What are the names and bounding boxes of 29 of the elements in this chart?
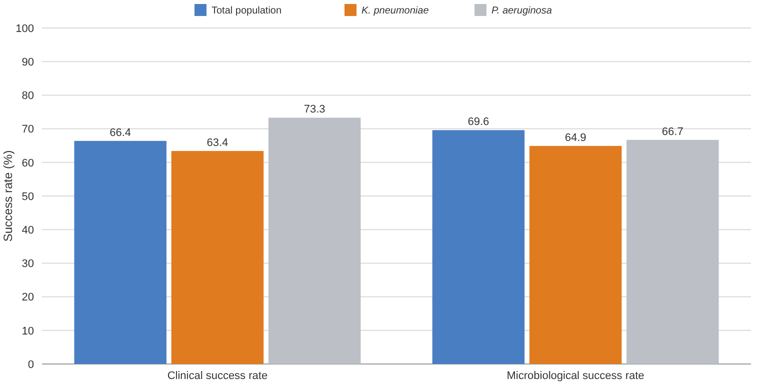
bar	[626, 140, 719, 364]
x-tick-label: Clinical success rate	[167, 370, 268, 382]
bar	[432, 130, 525, 364]
y-tick-label: 20	[22, 292, 34, 304]
y-tick-label: 10	[22, 325, 34, 338]
data-label: 64.9	[564, 132, 586, 144]
y-tick-label: 0	[28, 358, 34, 371]
bar	[74, 140, 166, 364]
y-tick-label: 30	[22, 258, 34, 270]
data-label: 66.7	[662, 126, 684, 138]
y-axis-title: Success rate (%)	[1, 150, 15, 242]
y-tick-label: 50	[22, 190, 34, 203]
x-tick-label: Microbiological success rate	[506, 370, 644, 382]
bar	[529, 146, 622, 364]
y-tick-label: 40	[22, 224, 34, 236]
bar	[268, 118, 361, 364]
legend-label: K. pneumoniae	[362, 6, 430, 16]
y-tick-label: 80	[22, 90, 34, 102]
y-tick-label: 70	[22, 124, 34, 136]
data-label: 63.4	[206, 136, 228, 149]
y-tick-label: 60	[22, 157, 34, 170]
bar	[171, 150, 264, 364]
y-tick-label: 100	[16, 22, 34, 35]
data-label: 66.4	[110, 126, 132, 139]
data-label: 73.3	[304, 104, 326, 116]
data-label: 69.6	[468, 116, 490, 128]
y-tick-label: 90	[22, 56, 34, 68]
legend-label: Total population	[212, 6, 282, 16]
legend-label: P. aeruginosa	[492, 6, 552, 16]
